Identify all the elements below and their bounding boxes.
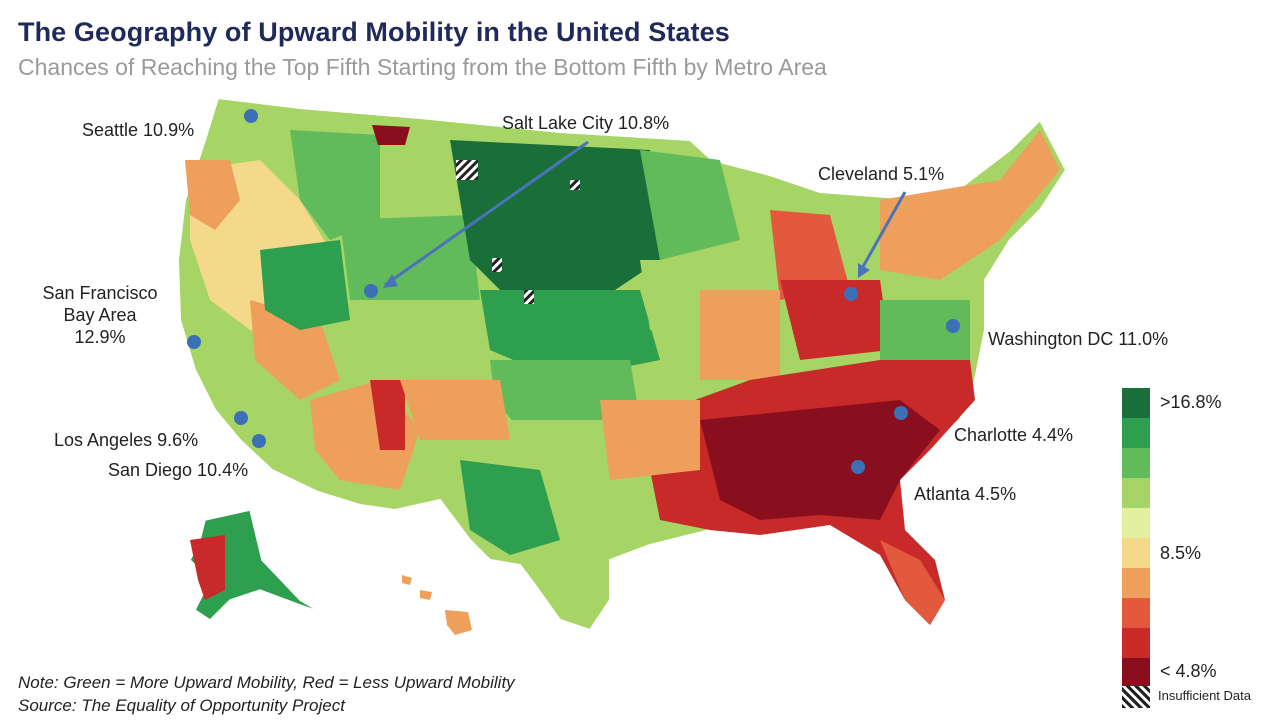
insufficient-data-hatch bbox=[492, 258, 502, 272]
salt-lake-marker bbox=[364, 284, 378, 298]
seattle-label: Seattle 10.9% bbox=[82, 120, 195, 140]
region-minnesota-green bbox=[640, 150, 740, 260]
region-wyoming-green bbox=[340, 215, 480, 300]
alaska-red-region bbox=[190, 535, 225, 600]
legend-label-mid: 8.5% bbox=[1160, 543, 1202, 563]
region-arkansas-orange bbox=[600, 400, 700, 480]
region-deep-south-darkred bbox=[700, 400, 940, 520]
legend-swatch bbox=[1122, 598, 1150, 628]
region-florida-orange bbox=[880, 540, 945, 625]
region-colorado-orange bbox=[400, 380, 510, 440]
region-arizona-red bbox=[370, 380, 405, 450]
insufficient-data-hatch bbox=[570, 180, 580, 190]
legend-hatch-swatch bbox=[1122, 686, 1150, 708]
legend-swatch bbox=[1122, 658, 1150, 686]
insufficient-data-hatch bbox=[456, 160, 478, 180]
sf-label-line1: San Francisco bbox=[42, 283, 158, 303]
salt-lake-label: Salt Lake City 10.8% bbox=[502, 113, 670, 133]
region-northeast-orange bbox=[880, 130, 1060, 280]
atlanta-label: Atlanta 4.5% bbox=[914, 484, 1017, 504]
arrow-salt-lake bbox=[384, 140, 589, 287]
cleveland-label: Cleveland 5.1% bbox=[818, 164, 945, 184]
region-utah-darkgreen bbox=[260, 240, 350, 330]
region-idaho-green bbox=[290, 130, 380, 240]
legend-swatch bbox=[1122, 388, 1150, 418]
region-dakotas-darkgreen bbox=[450, 140, 660, 300]
la-marker bbox=[234, 411, 248, 425]
seattle-marker bbox=[244, 109, 258, 123]
legend-swatch bbox=[1122, 418, 1150, 448]
legend-swatch bbox=[1122, 568, 1150, 598]
arrow-cleveland bbox=[858, 191, 907, 273]
arrow-salt-lake-head bbox=[383, 274, 398, 288]
sf-label-line2: Bay Area bbox=[63, 305, 137, 325]
page-title: The Geography of Upward Mobility in the … bbox=[18, 17, 730, 47]
legend-swatch bbox=[1122, 628, 1150, 658]
san-diego-marker bbox=[252, 434, 266, 448]
sf-label-line3: 12.9% bbox=[74, 327, 126, 347]
region-oregon-orange bbox=[185, 160, 240, 230]
legend-label-top: >16.8% bbox=[1160, 392, 1222, 412]
cleveland-marker bbox=[844, 287, 858, 301]
region-texas-green bbox=[460, 460, 560, 555]
region-indiana-orange bbox=[700, 290, 780, 380]
source-line: Source: The Equality of Opportunity Proj… bbox=[18, 696, 345, 715]
legend-swatch bbox=[1122, 448, 1150, 478]
region-virginia-green bbox=[880, 300, 970, 360]
los-angeles-label: Los Angeles 9.6% bbox=[54, 430, 199, 450]
legend-label-bottom: < 4.8% bbox=[1160, 661, 1217, 681]
note-line: Note: Green = More Upward Mobility, Red … bbox=[18, 673, 515, 692]
san-diego-label: San Diego 10.4% bbox=[108, 460, 249, 480]
washington-marker bbox=[946, 319, 960, 333]
charlotte-marker bbox=[894, 406, 908, 420]
region-nebraska-green bbox=[480, 290, 660, 380]
hawaii-shape bbox=[402, 575, 472, 635]
washington-label: Washington DC 11.0% bbox=[988, 329, 1169, 349]
insufficient-data-hatch bbox=[524, 290, 534, 304]
region-montana-red bbox=[372, 125, 410, 145]
charlotte-label: Charlotte 4.4% bbox=[954, 425, 1074, 445]
region-ohio-red bbox=[780, 280, 890, 360]
page-subtitle: Chances of Reaching the Top Fifth Starti… bbox=[18, 54, 827, 80]
legend-swatch bbox=[1122, 508, 1150, 538]
arrow-cleveland-head bbox=[858, 263, 870, 278]
legend-swatch bbox=[1122, 538, 1150, 568]
sf-label: San Francisco Bay Area 12.9% bbox=[20, 282, 180, 348]
atlanta-marker bbox=[851, 460, 865, 474]
legend-swatch bbox=[1122, 478, 1150, 508]
legend-insufficient-label: Insufficient Data bbox=[1158, 688, 1251, 703]
sf-marker bbox=[187, 335, 201, 349]
region-michigan-red bbox=[770, 210, 850, 300]
